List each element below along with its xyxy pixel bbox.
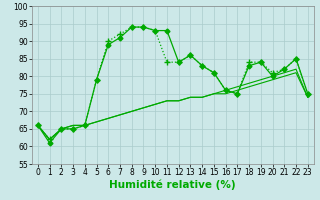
X-axis label: Humidité relative (%): Humidité relative (%) — [109, 180, 236, 190]
